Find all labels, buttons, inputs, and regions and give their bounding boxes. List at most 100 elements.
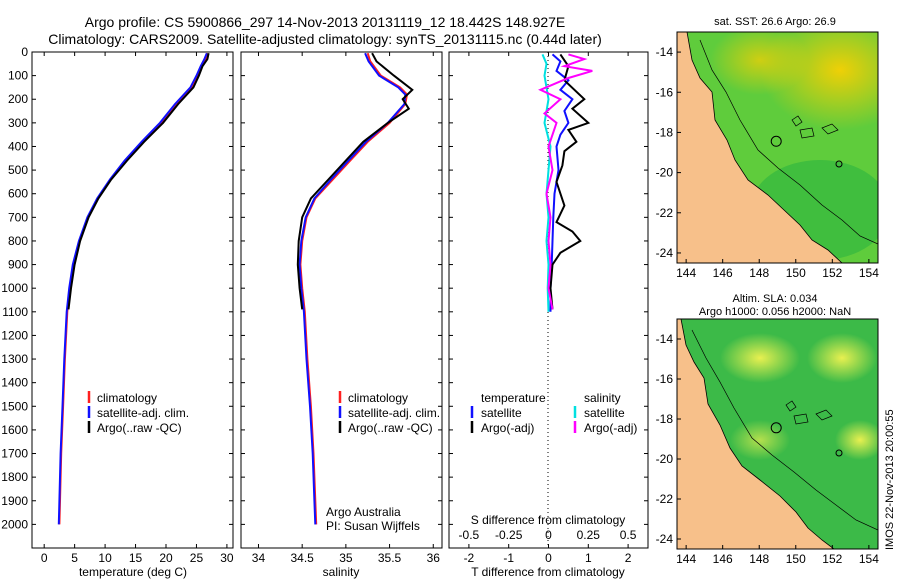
sla-map-title-line1: Altim. SLA: 0.034 — [732, 293, 818, 305]
annotation-pi: PI: Susan Wijffels — [326, 519, 420, 533]
map-xtick-label: 152 — [822, 552, 842, 566]
depth-tick-label: 200 — [8, 92, 28, 106]
legend-heading-salinity: salinity — [584, 391, 621, 405]
map-ytick-label: -16 — [656, 85, 674, 99]
sla-map-title-line2: Argo h1000: 0.056 h2000: NaN — [698, 306, 852, 318]
map-xtick-label: 150 — [786, 552, 806, 566]
map-ytick-label: -22 — [656, 206, 674, 220]
temperature-xtick-label: 5 — [71, 551, 78, 565]
s-diff-tick-label: 0.5 — [620, 528, 637, 542]
depth-tick-label: 1900 — [1, 494, 28, 508]
s-diff-tick-label: -0.5 — [459, 528, 480, 542]
map-ytick-label: -24 — [656, 246, 674, 260]
depth-tick-label: 1000 — [1, 281, 28, 295]
difference-series-temperature-argo-adj- — [549, 53, 591, 310]
map-ytick-label: -14 — [656, 332, 674, 346]
salinity-xtick-label: 36 — [427, 551, 441, 565]
depth-tick-label: 1200 — [1, 328, 28, 342]
salinity-xlabel: salinity — [323, 565, 360, 579]
map-ytick-label: -20 — [656, 166, 674, 180]
sla-map-frame — [676, 318, 879, 550]
depth-tick-label: 600 — [8, 187, 28, 201]
depth-tick-label: 300 — [8, 116, 28, 130]
temperature-xlabel: temperature (deg C) — [79, 565, 187, 579]
map-xtick-label: 146 — [713, 266, 733, 280]
depth-tick-label: 1300 — [1, 352, 28, 366]
sst-land — [677, 32, 843, 263]
depth-tick-label: 800 — [8, 234, 28, 248]
legend-s-argo: Argo(-adj) — [584, 421, 637, 435]
map-xtick-label: 148 — [749, 552, 769, 566]
salinity-xtick-label: 34.5 — [290, 551, 314, 565]
temperature-xtick-label: 25 — [190, 551, 204, 565]
sla-land — [677, 319, 835, 549]
depth-tick-label: 500 — [8, 163, 28, 177]
sst-argo-marker — [770, 135, 782, 147]
sst-map-title: sat. SST: 26.6 Argo: 26.9 — [714, 16, 836, 28]
depth-tick-label: 400 — [8, 139, 28, 153]
depth-tick-label: 0 — [21, 45, 28, 59]
legend-argo: Argo(..raw -QC) — [348, 421, 433, 435]
temperature-xtick-label: 10 — [98, 551, 112, 565]
map-ytick-label: -14 — [656, 45, 674, 59]
temperature-legend: climatology satellite-adj. clim. Argo(..… — [87, 391, 189, 435]
difference-panel: -2 -1 0 1 2 -0.5 -0.25 0 0.25 0.5 temperature sal… — [448, 51, 649, 579]
difference-xtick-label: 1 — [585, 551, 592, 565]
difference-series-salinity-argo-adj- — [538, 53, 593, 310]
annotation-argo-australia: Argo Australia — [326, 505, 401, 519]
salinity-xtick-label: 35 — [339, 551, 353, 565]
depth-tick-label: 100 — [8, 69, 28, 83]
legend-climatology: climatology — [97, 391, 157, 405]
timestamp-stamp: IMOS 22-Nov-2013 20:00:55 — [884, 409, 896, 550]
map-ytick-label: -18 — [656, 125, 674, 139]
difference-xtick-label: -2 — [464, 551, 475, 565]
legend-satellite: satellite-adj. clim. — [348, 406, 440, 420]
temperature-xtick-label: 30 — [220, 551, 234, 565]
legend-t-satellite: satellite — [481, 406, 522, 420]
salinity-series-argo-raw-qc- — [296, 52, 414, 310]
depth-tick-label: 1600 — [1, 423, 28, 437]
temperature-axes — [31, 51, 234, 549]
salinity-axes — [240, 51, 443, 549]
map-xtick-label: 144 — [676, 266, 696, 280]
sla-argo-marker — [770, 422, 782, 434]
temperature-xtick-label: 20 — [159, 551, 173, 565]
map-xtick-label: 154 — [859, 266, 879, 280]
t-difference-label: T difference from climatology — [471, 565, 625, 579]
temperature-xtick-label: 15 — [129, 551, 143, 565]
salinity-panel: 34 34.5 35 35.5 36 salinity climatology sate… — [240, 51, 443, 579]
legend-argo: Argo(..raw -QC) — [97, 421, 182, 435]
depth-tick-label: 1100 — [2, 305, 28, 319]
legend-satellite: satellite-adj. clim. — [97, 406, 189, 420]
map-ytick-label: -20 — [656, 452, 674, 466]
temperature-xtick-label: 0 — [41, 551, 48, 565]
figure-title-line2: Climatology: CARS2009. Satellite-adjuste… — [48, 31, 602, 47]
temperature-series-argo-raw-qc- — [67, 53, 210, 310]
legend-climatology: climatology — [348, 391, 408, 405]
salinity-legend: climatology satellite-adj. clim. Argo(..… — [338, 391, 440, 435]
sst-map-frame — [676, 31, 879, 264]
sla-secondary-marker — [835, 449, 843, 457]
s-diff-tick-label: -0.25 — [495, 528, 523, 542]
map-xtick-label: 144 — [676, 552, 696, 566]
map-xtick-label: 148 — [749, 266, 769, 280]
depth-tick-label: 1700 — [1, 447, 28, 461]
legend-heading-temperature: temperature — [481, 391, 546, 405]
legend-s-satellite: satellite — [584, 406, 625, 420]
difference-legend: temperature salinity satellite Argo(-adj… — [470, 391, 637, 435]
difference-xtick-label: 2 — [625, 551, 632, 565]
salinity-xtick-label: 35.5 — [378, 551, 402, 565]
map-xtick-label: 146 — [713, 552, 733, 566]
s-diff-tick-label: 0 — [545, 528, 552, 542]
map-xtick-label: 152 — [822, 266, 842, 280]
difference-xtick-label: 0 — [545, 551, 552, 565]
figure-title-line1: Argo profile: CS 5900866_297 14-Nov-2013… — [84, 14, 566, 30]
depth-tick-label: 700 — [8, 210, 28, 224]
s-diff-tick-label: 0.25 — [577, 528, 601, 542]
sst-secondary-marker — [835, 160, 843, 168]
s-difference-label: S difference from climatology — [471, 513, 626, 527]
sla-map: 144 146 148 150 152 154 -14 -16 -18 -20 -22 -24 — [656, 318, 879, 566]
map-ytick-label: -24 — [656, 532, 674, 546]
temperature-series-satellite-adj-clim- — [57, 52, 208, 525]
